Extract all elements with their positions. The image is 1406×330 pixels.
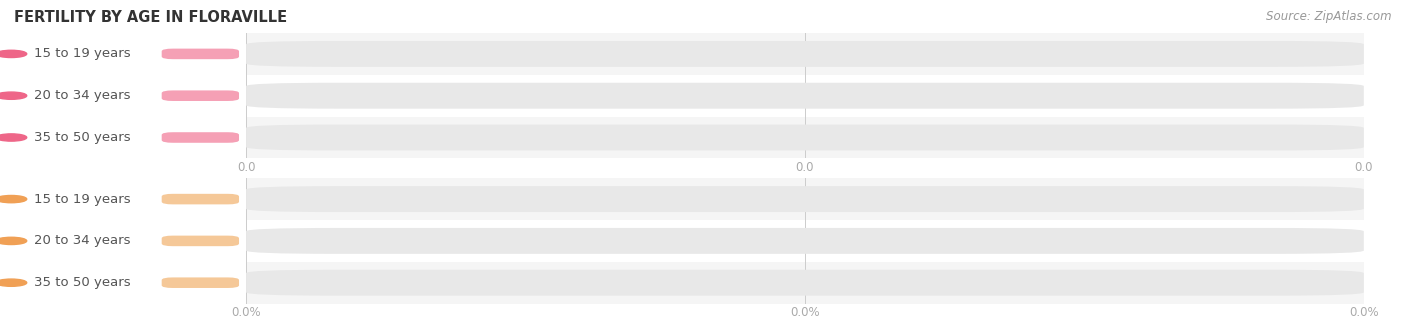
Text: 0.0%: 0.0% (184, 234, 217, 248)
FancyBboxPatch shape (246, 83, 1364, 109)
Bar (246, 178, 1364, 220)
FancyBboxPatch shape (246, 124, 1364, 150)
Text: 0.0: 0.0 (190, 89, 211, 102)
Text: 0.0: 0.0 (190, 131, 211, 144)
Bar (246, 33, 1364, 75)
Text: 15 to 19 years: 15 to 19 years (34, 48, 131, 60)
Text: 20 to 34 years: 20 to 34 years (34, 89, 131, 102)
Text: 35 to 50 years: 35 to 50 years (34, 276, 131, 289)
Text: 0.0%: 0.0% (184, 276, 217, 289)
Text: 0.0%: 0.0% (184, 193, 217, 206)
Bar (246, 262, 1364, 304)
FancyBboxPatch shape (246, 228, 1364, 254)
Text: Source: ZipAtlas.com: Source: ZipAtlas.com (1267, 10, 1392, 23)
FancyBboxPatch shape (246, 186, 1364, 212)
FancyBboxPatch shape (246, 270, 1364, 296)
Text: 15 to 19 years: 15 to 19 years (34, 193, 131, 206)
Text: 35 to 50 years: 35 to 50 years (34, 131, 131, 144)
Text: 0.0: 0.0 (190, 48, 211, 60)
Bar (246, 75, 1364, 116)
FancyBboxPatch shape (246, 41, 1364, 67)
Bar (246, 116, 1364, 158)
Text: 20 to 34 years: 20 to 34 years (34, 234, 131, 248)
Text: FERTILITY BY AGE IN FLORAVILLE: FERTILITY BY AGE IN FLORAVILLE (14, 10, 287, 25)
Bar (246, 220, 1364, 262)
